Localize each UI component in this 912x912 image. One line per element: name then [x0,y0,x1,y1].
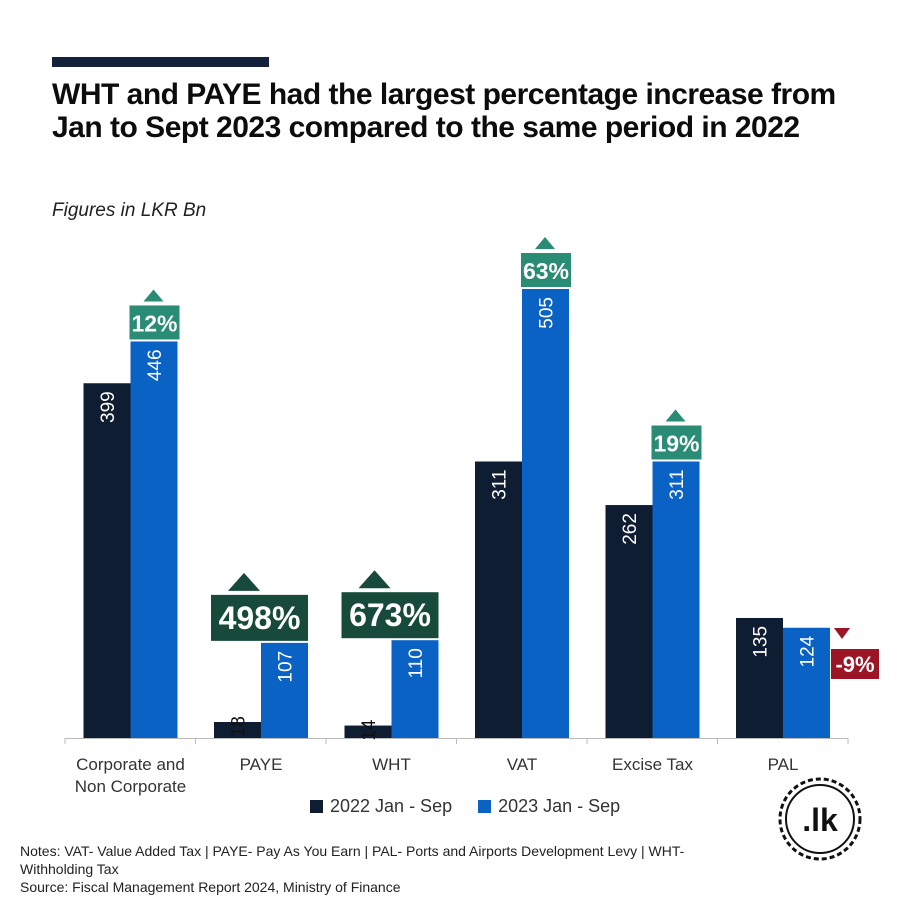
bar-2023-1 [261,642,308,738]
change-badge-1 [211,594,308,641]
change-badge-3 [521,253,571,287]
change-arrow-up-0 [143,289,164,302]
category-label-1: PAYE [240,755,283,774]
bar-2022-0 [83,383,131,738]
change-badge-2 [341,592,439,639]
bar-2022-4 [605,505,653,738]
bar-2022-3 [475,461,522,738]
value-label-2022-5: 135 [751,626,772,658]
change-label-4: 19% [653,430,699,456]
value-label-2023-2: 110 [406,648,427,678]
value-label-2022-2: 14 [359,719,380,741]
logo-text: .lk [802,802,838,838]
change-label-1: 498% [219,600,301,636]
category-label-0: Corporate and [76,755,185,774]
value-label-2023-4: 311 [667,469,688,499]
value-label-2022-3: 311 [490,469,511,499]
bar-2023-4 [652,461,700,738]
category-label-4: Excise Tax [612,755,693,774]
category-label-3: VAT [507,755,538,774]
category-label-0: Non Corporate [75,777,187,796]
notes-block: Notes: VAT- Value Added Tax | PAYE- Pay … [20,842,740,896]
value-label-2023-0: 446 [145,349,166,381]
bar-2022-2 [344,725,392,738]
bar-2022-5 [736,617,783,738]
bar-2023-0 [130,341,178,738]
value-label-2022-0: 399 [98,391,119,423]
bar-2023-3 [522,289,569,738]
category-label-5: PAL [768,755,799,774]
bar-2023-5 [783,627,830,738]
change-arrow-down-5 [834,628,850,639]
change-badge-0 [129,305,180,340]
change-label-3: 63% [523,258,569,284]
source-text: Source: Fiscal Management Report 2024, M… [20,879,401,895]
value-label-2022-1: 18 [229,716,250,737]
value-label-2023-3: 505 [537,297,558,329]
value-label-2023-1: 107 [276,651,297,683]
change-badge-4 [651,425,702,460]
bar-2023-2 [391,640,439,738]
legend-label-2022: 2022 Jan - Sep [330,796,453,816]
logo-inner-ring [785,784,855,854]
brand-logo: .lk [778,777,862,861]
chart-title: WHT and PAYE had the largest percentage … [52,78,836,144]
change-label-2: 673% [349,597,431,633]
change-badge-5 [831,649,879,679]
change-arrow-up-4 [665,409,686,422]
value-label-2023-5: 124 [798,635,819,667]
change-arrow-up-1 [228,572,260,591]
legend-label-2023: 2023 Jan - Sep [498,796,621,816]
change-arrow-up-2 [358,570,391,589]
chart-subtitle: Figures in LKR Bn [52,200,207,221]
legend-item-2022: 2022 Jan - Sep [310,796,452,817]
title-accent-bar [52,57,269,67]
notes-text: Notes: VAT- Value Added Tax | PAYE- Pay … [20,843,685,877]
change-label-5: -9% [835,652,874,677]
category-label-2: WHT [372,755,411,774]
legend-item-2023: 2023 Jan - Sep [478,796,620,817]
legend: 2022 Jan - Sep 2023 Jan - Sep [310,796,620,817]
value-label-2022-4: 262 [620,513,641,545]
legend-swatch-2022 [310,800,323,813]
bar-2022-1 [214,721,261,738]
change-arrow-up-3 [535,237,555,249]
change-label-0: 12% [131,310,177,336]
legend-swatch-2023 [478,800,492,813]
